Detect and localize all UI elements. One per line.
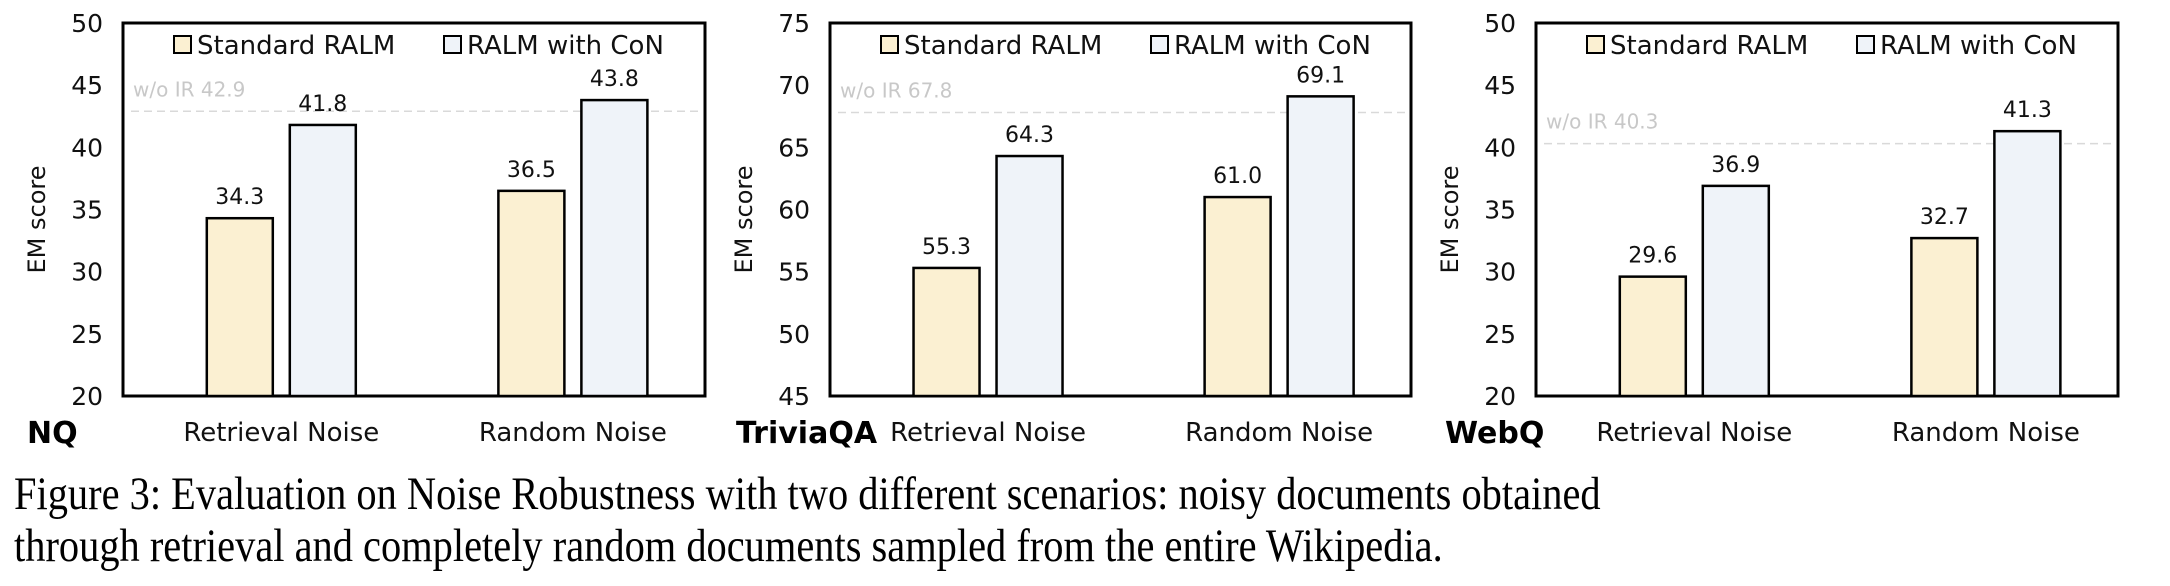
webq-y-tick-label: 30: [1484, 258, 1516, 287]
nq-legend-label: Standard RALM: [197, 31, 395, 61]
nq-legend-swatch-ralm-con: [443, 35, 462, 54]
nq-data-label: 34.3: [215, 185, 264, 210]
triviaqa-data-label: 69.1: [1296, 63, 1345, 88]
nq-reference-label: w/o IR 42.9: [133, 77, 245, 101]
webq-data-label: 41.3: [2003, 98, 2052, 123]
noise-robustness-figure: 20 25 30 35 40 45 50 EM score w/o IR 42.9 34.3 41.…: [23, 9, 2120, 451]
triviaqa-x-category-label: Retrieval Noise: [890, 418, 1086, 448]
webq-data-label: 36.9: [1711, 153, 1760, 178]
triviaqa-x-category-label: Random Noise: [1185, 418, 1373, 448]
nq-y-tick-label: 35: [71, 196, 103, 225]
triviaqa-legend-label: Standard RALM: [904, 31, 1102, 61]
caption-line-2: through retrieval and completely random …: [14, 520, 1443, 572]
nq-y-tick-label: 45: [71, 71, 103, 100]
triviaqa-y-tick-label: 75: [778, 9, 810, 38]
webq-y-tick-label: 25: [1484, 320, 1516, 349]
nq-legend-swatch-standard-ralm: [173, 35, 192, 54]
nq-y-tick-label: 50: [71, 9, 103, 38]
nq-y-axis-label: EM score: [23, 166, 51, 274]
webq-y-axis-label: EM score: [1436, 166, 1464, 274]
triviaqa-bar-standard-ralm: [1203, 195, 1272, 398]
nq-data-label: 36.5: [507, 158, 556, 183]
nq-data-label: 43.8: [590, 67, 639, 92]
webq-bar-ralm-con: [1701, 184, 1771, 398]
webq-y-tick-label: 50: [1484, 9, 1516, 38]
triviaqa-y-tick-label: 65: [778, 133, 810, 162]
webq-bar-ralm-con: [1993, 129, 2062, 398]
webq-y-tick-label: 20: [1484, 382, 1516, 411]
webq-dataset-name: WebQ: [1445, 416, 1544, 451]
webq-y-tick-label: 45: [1484, 71, 1516, 100]
triviaqa-y-axis-label: EM score: [730, 166, 758, 274]
webq-legend-label: RALM with CoN: [1880, 31, 2077, 61]
caption-line-1: Figure 3: Evaluation on Noise Robustness…: [14, 468, 1601, 520]
triviaqa-reference-label: w/o IR 67.8: [840, 79, 952, 103]
webq-legend-label: Standard RALM: [1610, 31, 1808, 61]
triviaqa-data-label: 55.3: [922, 235, 971, 260]
webq-legend-swatch-ralm-con: [1856, 35, 1875, 54]
triviaqa-y-tick-label: 50: [778, 320, 810, 349]
triviaqa-data-label: 64.3: [1005, 123, 1054, 148]
webq-data-label: 32.7: [1920, 205, 1969, 230]
triviaqa-bar-ralm-con: [1286, 95, 1355, 398]
nq-x-category-label: Random Noise: [479, 418, 667, 448]
triviaqa-legend-swatch-standard-ralm: [880, 35, 899, 54]
triviaqa-y-tick-label: 60: [778, 196, 810, 225]
nq-bar-standard-ralm: [497, 189, 566, 398]
nq-bar-ralm-con: [288, 123, 358, 398]
webq-bar-standard-ralm: [1618, 275, 1688, 398]
nq-y-tick-label: 30: [71, 258, 103, 287]
triviaqa-bar-standard-ralm: [912, 266, 981, 398]
triviaqa-legend-swatch-ralm-con: [1150, 35, 1169, 54]
triviaqa-y-tick-label: 45: [778, 382, 810, 411]
webq-data-label: 29.6: [1628, 244, 1677, 269]
webq-y-tick-label: 35: [1484, 196, 1516, 225]
webq-reference-label: w/o IR 40.3: [1546, 110, 1658, 134]
triviaqa-data-label: 61.0: [1213, 164, 1262, 189]
webq-bar-standard-ralm: [1910, 236, 1979, 398]
nq-legend-label: RALM with CoN: [467, 31, 664, 61]
triviaqa-y-tick-label: 70: [778, 71, 810, 100]
nq-y-tick-label: 40: [71, 133, 103, 162]
triviaqa-legend-label: RALM with CoN: [1174, 31, 1371, 61]
figure-caption: Figure 3: Evaluation on Noise Robustness…: [14, 468, 1863, 572]
nq-bar-ralm-con: [580, 98, 649, 398]
nq-bar-standard-ralm: [205, 216, 275, 398]
webq-y-tick-label: 40: [1484, 133, 1516, 162]
triviaqa-y-tick-label: 55: [778, 258, 810, 287]
triviaqa-bar-ralm-con: [995, 154, 1064, 398]
webq-legend-swatch-standard-ralm: [1586, 35, 1605, 54]
webq-x-category-label: Retrieval Noise: [1596, 418, 1792, 448]
nq-y-tick-label: 25: [71, 320, 103, 349]
nq-y-tick-label: 20: [71, 382, 103, 411]
nq-x-category-label: Retrieval Noise: [183, 418, 379, 448]
nq-data-label: 41.8: [298, 92, 347, 117]
webq-x-category-label: Random Noise: [1892, 418, 2080, 448]
nq-dataset-name: NQ: [27, 416, 78, 451]
triviaqa-dataset-name: TriviaQA: [736, 416, 878, 451]
